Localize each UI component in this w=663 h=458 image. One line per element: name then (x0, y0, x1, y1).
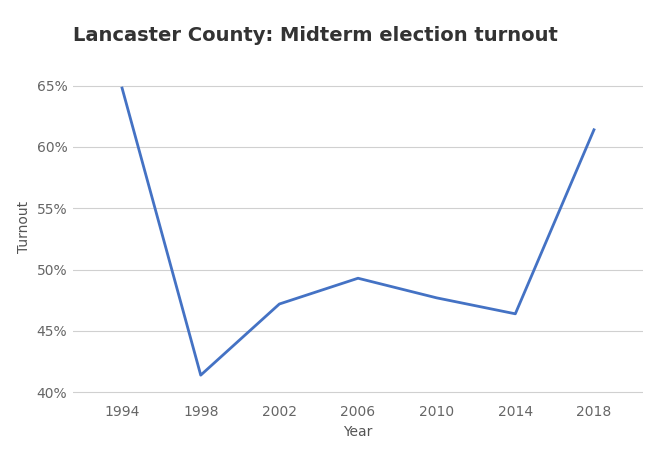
X-axis label: Year: Year (343, 425, 373, 439)
Text: Lancaster County: Midterm election turnout: Lancaster County: Midterm election turno… (73, 26, 558, 45)
Y-axis label: Turnout: Turnout (17, 201, 31, 253)
